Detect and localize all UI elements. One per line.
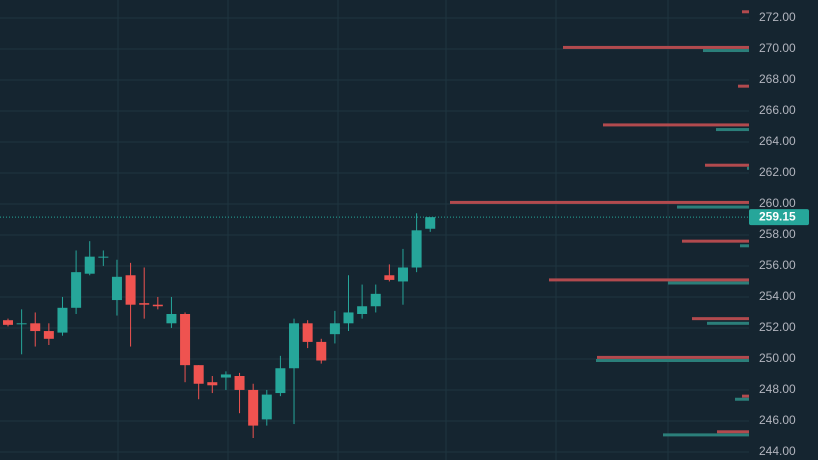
candle-body: [180, 314, 191, 366]
y-tick-label: 264.00: [759, 134, 796, 148]
candle-body: [207, 382, 218, 386]
y-tick-label: 266.00: [759, 103, 796, 117]
profile-bar: [682, 239, 749, 243]
profile-bar: [738, 84, 749, 88]
y-tick-label: 252.00: [759, 320, 796, 334]
candle-body: [220, 374, 231, 378]
y-tick-label: 260.00: [759, 196, 796, 210]
profile-bar: [705, 163, 749, 167]
profile-bar: [740, 244, 749, 248]
profile-bar: [563, 45, 749, 49]
candle-body: [275, 368, 286, 394]
last-price-label: 259.15: [759, 209, 796, 223]
candle-body: [111, 276, 122, 301]
profile-bar: [742, 394, 749, 398]
profile-bar: [677, 205, 749, 209]
candle-body: [261, 394, 272, 420]
y-tick-label: 258.00: [759, 227, 796, 241]
candle-body: [370, 293, 381, 307]
profile-bar: [735, 397, 749, 401]
vertical-grid: [117, 0, 669, 460]
candle-body: [125, 275, 136, 305]
candle-body: [397, 267, 408, 282]
y-tick-label: 254.00: [759, 289, 796, 303]
candle-body: [357, 306, 368, 315]
profile-bar: [663, 433, 749, 437]
y-tick-label: 244.00: [759, 444, 796, 458]
profile-bar: [703, 49, 749, 53]
candle-body: [193, 365, 204, 384]
y-tick-label: 248.00: [759, 382, 796, 396]
candle-body: [316, 341, 327, 361]
y-tick-label: 268.00: [759, 72, 796, 86]
y-tick-label: 262.00: [759, 165, 796, 179]
candle-body: [3, 320, 13, 325]
candle-body: [139, 303, 150, 305]
profile-bar: [692, 317, 749, 321]
y-tick-label: 250.00: [759, 351, 796, 365]
candle-body: [152, 304, 163, 307]
y-tick-label: 272.00: [759, 10, 796, 24]
profile-bar: [716, 128, 749, 132]
candle-body: [84, 256, 95, 274]
candle-body: [166, 314, 177, 324]
profile-bar: [742, 10, 749, 14]
y-tick-label: 270.00: [759, 41, 796, 55]
candle-body: [302, 323, 313, 342]
candle-body: [234, 375, 245, 390]
candle-body: [425, 217, 436, 229]
candle-body: [384, 275, 395, 280]
profile-bar: [668, 281, 749, 285]
profile-bar: [549, 278, 749, 282]
candle-body: [43, 331, 54, 339]
candle-body: [71, 272, 82, 308]
profile-bar: [707, 321, 749, 325]
candle-body: [57, 307, 68, 333]
profile-bar: [596, 358, 749, 362]
profile-bar: [717, 430, 749, 434]
profile-bar: [450, 200, 749, 204]
candle-body: [30, 323, 41, 332]
candle-body: [329, 323, 340, 335]
profile-bar: [597, 355, 749, 359]
profile-bar: [747, 166, 749, 170]
candle-body: [289, 323, 300, 369]
profile-bar: [603, 123, 749, 127]
candle-body: [248, 389, 259, 426]
candle-body: [98, 256, 109, 258]
candle-body: [411, 230, 422, 268]
candle-body: [343, 312, 354, 324]
y-tick-label: 246.00: [759, 413, 796, 427]
y-tick-label: 256.00: [759, 258, 796, 272]
candle-body: [16, 323, 27, 325]
last-price-box: [749, 209, 809, 226]
